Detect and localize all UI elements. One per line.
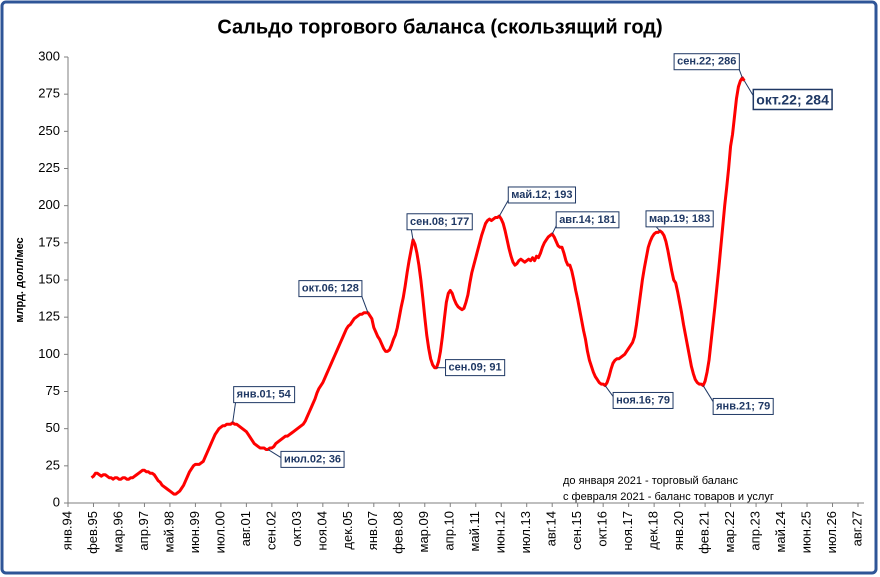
x-tick-label: апр.10 [442,511,457,551]
x-tick-label: мар.09 [416,511,431,552]
x-tick-label: янв.94 [59,511,74,550]
y-tick-label: 75 [46,383,60,398]
data-label: мар.19; 183 [649,213,710,225]
x-tick-label: июл.13 [518,511,533,553]
callout: май.12; 193 [498,186,577,217]
data-label: сен.09; 91 [449,362,502,374]
callout: окт.22; 284 [743,80,833,111]
x-tick-label: май.24 [773,511,788,553]
x-tick-label: ноя.17 [620,511,635,551]
x-tick-label: мар.96 [110,511,125,552]
chart-title: Сальдо торгового баланса (скользящий год… [217,16,662,38]
y-tick-label: 175 [38,234,60,249]
y-tick-label: 100 [38,346,60,361]
x-tick-label: июн.99 [187,511,202,553]
callout: ноя.16; 79 [604,385,674,409]
data-label: май.12; 193 [511,189,572,201]
callout: авг.14; 181 [551,211,620,235]
data-label: янв.01; 54 [237,389,292,401]
callout: сен.08; 177 [406,213,473,240]
callout-box [233,386,296,404]
y-tick-label: 50 [46,420,60,435]
data-label: янв.21; 79 [716,400,770,412]
callout-box [507,186,577,204]
x-tick-label: фев.08 [391,511,406,554]
data-label: авг.14; 181 [559,214,616,226]
y-tick-label: 250 [38,123,60,138]
x-tick-label: авг.01 [238,511,253,546]
callout: янв.21; 79 [702,385,774,415]
y-tick-label: 0 [53,494,60,509]
callout: сен.22; 286 [673,53,743,78]
x-tick-label: апр.97 [136,511,151,551]
callout: мар.19; 183 [645,210,714,232]
x-tick-label: май.98 [161,511,176,553]
x-tick-label: мар.22 [722,511,737,552]
callout-box [298,280,363,298]
x-tick-label: июн.12 [493,511,508,553]
x-tick-label: фев.21 [697,511,712,554]
callout: янв.01; 54 [232,386,296,423]
y-tick-label: 150 [38,271,60,286]
x-tick-label: янв.20 [671,511,686,550]
x-tick-label: апр.23 [748,511,763,551]
callout: сен.09; 91 [436,359,506,377]
x-tick-label: дек.05 [340,511,355,550]
x-tick-label: дек.18 [646,511,661,550]
callout-box [712,397,774,415]
callout-box [752,88,833,111]
x-tick-label: окт.03 [289,511,304,547]
y-tick-label: 125 [38,309,60,324]
callout: июл.02; 36 [267,449,345,468]
note: до января 2021 - торговый баланс [563,475,738,487]
x-tick-label: окт.16 [595,511,610,547]
x-tick-label: июл.00 [212,511,227,553]
note: с февраля 2021 - баланс товаров и услуг [563,491,774,503]
line [90,76,746,496]
x-tick-label: авг.27 [849,511,864,546]
y-tick-label: 225 [38,160,60,175]
callout-box [645,210,714,228]
callout-box [406,213,473,231]
x-tick-label: сен.15 [569,511,584,550]
y-tick-label: 200 [38,197,60,212]
callout-box [280,450,345,468]
data-label: июл.02; 36 [284,453,341,465]
x-tick-label: авг.14 [544,511,559,546]
callout-box [555,211,620,229]
callout-box [673,53,740,71]
x-tick-label: ноя.04 [314,511,329,551]
y-tick-label: 300 [38,48,60,63]
data-label: ноя.16; 79 [616,394,670,406]
data-label: сен.22; 286 [677,56,736,68]
data-label: окт.06; 128 [302,283,359,295]
y-axis-label: млрд. долл/мес [14,237,26,322]
data-label: окт.22; 284 [756,91,829,107]
callout-box [445,359,506,377]
data-label: сен.08; 177 [410,216,469,228]
x-tick-label: янв.07 [365,511,380,550]
x-tick-label: июл.26 [824,511,839,553]
callout: окт.06; 128 [298,280,369,313]
x-tick-label: фев.95 [85,511,100,554]
x-tick-label: сен.02 [263,511,278,550]
x-tick-label: июн.25 [798,511,813,553]
y-tick-label: 25 [46,457,60,472]
callout-box [612,391,674,409]
x-tick-label: май.11 [467,511,482,552]
y-tick-label: 275 [38,86,60,101]
